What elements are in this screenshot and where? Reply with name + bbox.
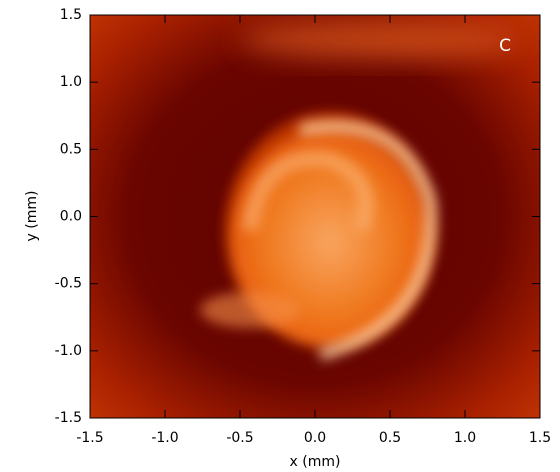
y-tick-label: -0.5 (55, 276, 82, 292)
y-tick-label: -1.0 (55, 343, 82, 359)
x-tick-label: -0.5 (226, 430, 253, 446)
y-tick-label: 0.0 (60, 209, 82, 225)
panel-label: C (499, 36, 511, 56)
y-tick-label: 1.5 (60, 7, 82, 23)
x-tick-label: -1.5 (76, 430, 103, 446)
x-tick-label: 0.0 (304, 430, 326, 446)
x-tick-label: 1.0 (454, 430, 476, 446)
y-tick-label: 0.5 (60, 141, 82, 157)
x-axis-label: x (mm) (290, 454, 341, 470)
x-tick-label: -1.0 (151, 430, 178, 446)
x-tick-label: 1.5 (529, 430, 551, 446)
y-axis-label: y (mm) (24, 191, 40, 242)
y-tick-label: 1.0 (60, 74, 82, 90)
y-tick-label: -1.5 (55, 410, 82, 426)
heatmap (90, 15, 540, 418)
x-tick-label: 0.5 (379, 430, 401, 446)
